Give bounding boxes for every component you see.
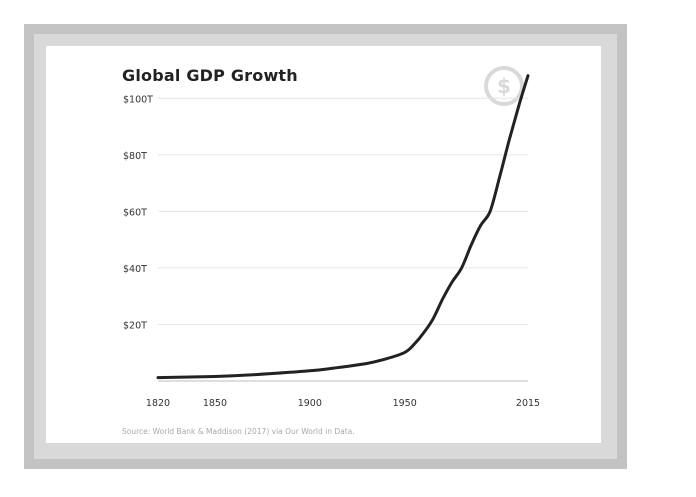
x-tick-label: 1900 bbox=[298, 398, 322, 409]
chart-card bbox=[46, 46, 601, 443]
dollar-icon-glyph: $ bbox=[497, 74, 511, 98]
y-tick-label: $80T bbox=[123, 151, 147, 162]
chart-title: Global GDP Growth bbox=[122, 66, 298, 85]
x-tick-label: 1950 bbox=[393, 398, 417, 409]
dollar-icon: $ bbox=[484, 66, 524, 106]
x-axis: 1820 1850 1900 1950 2015 bbox=[146, 398, 540, 409]
dollar-icon-ring bbox=[484, 66, 524, 106]
x-tick-label: 1850 bbox=[203, 398, 227, 409]
grid-lines bbox=[158, 97, 528, 325]
source-note: Source: World Bank & Maddison (2017) via… bbox=[122, 427, 355, 436]
series-line-gdp bbox=[156, 74, 530, 380]
y-tick-label: $40T bbox=[123, 264, 147, 275]
y-axis: $20T $40T $60T $80T $100T bbox=[123, 94, 153, 331]
y-tick-label: $60T bbox=[123, 207, 147, 218]
x-tick-label: 1820 bbox=[146, 398, 170, 409]
y-tick-label: $100T bbox=[123, 94, 153, 105]
y-tick-label: $20T bbox=[123, 320, 147, 331]
x-tick-label: 2015 bbox=[516, 398, 540, 409]
